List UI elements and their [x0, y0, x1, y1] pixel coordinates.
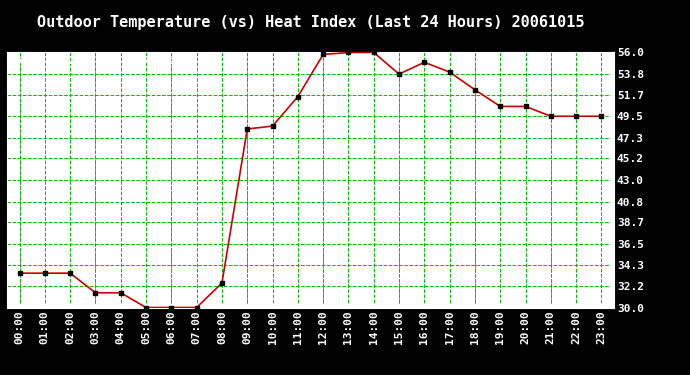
Text: Outdoor Temperature (vs) Heat Index (Last 24 Hours) 20061015: Outdoor Temperature (vs) Heat Index (Las… [37, 15, 584, 30]
Text: Copyright 2006 Cartronics.com: Copyright 2006 Cartronics.com [10, 56, 180, 66]
